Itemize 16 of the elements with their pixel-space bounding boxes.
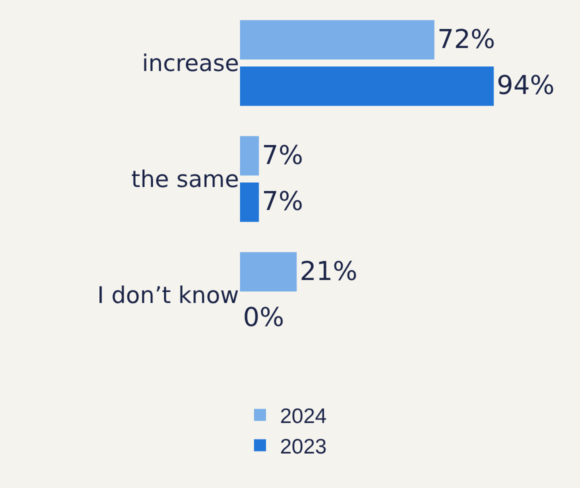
legend-label: 2024 [280, 405, 328, 428]
data-label: 0% [243, 303, 284, 334]
bar [240, 182, 259, 222]
y-tick-label: I don’t know [97, 283, 239, 310]
bar [240, 66, 494, 106]
legend-label: 2023 [280, 435, 327, 458]
bar [240, 136, 259, 176]
y-tick-label: increase [142, 51, 239, 78]
data-label: 72% [437, 24, 496, 55]
bar [240, 252, 297, 292]
y-tick-label: the same [131, 167, 239, 194]
data-label: 7% [262, 140, 304, 171]
data-label: 7% [262, 187, 304, 218]
data-label: 94% [496, 71, 555, 102]
bar [240, 20, 434, 60]
data-label: 21% [300, 256, 358, 287]
